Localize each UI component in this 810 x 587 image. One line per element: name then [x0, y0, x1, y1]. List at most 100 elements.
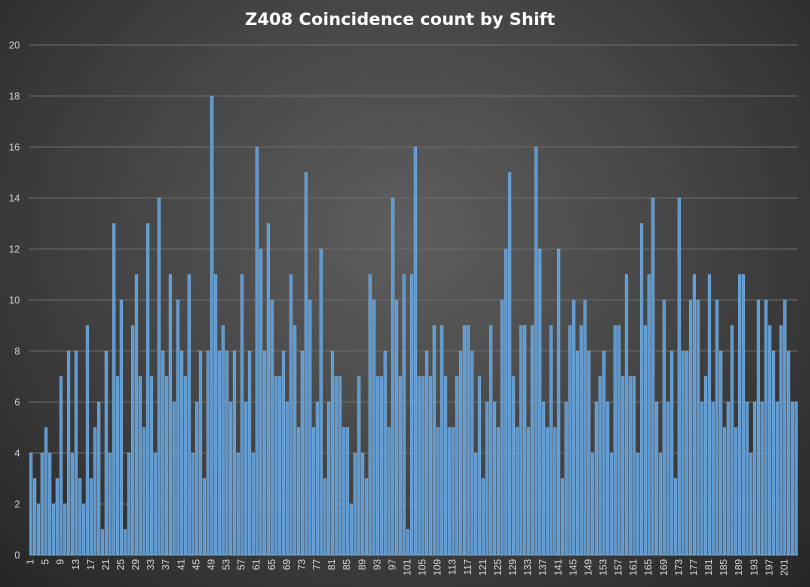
x-tick-label: 73: [297, 559, 308, 571]
bar: [541, 401, 546, 556]
bar: [704, 376, 708, 556]
chart-title: Z408 Coincidence count by Shift: [245, 10, 555, 30]
x-tick-label: 29: [131, 559, 142, 571]
bar: [40, 452, 44, 556]
bar: [270, 299, 274, 556]
bar: [51, 503, 56, 556]
bar: [440, 325, 444, 556]
bar: [707, 274, 711, 556]
bar: [402, 274, 406, 556]
bar: [670, 350, 674, 556]
bar: [353, 452, 357, 556]
bar: [410, 274, 414, 556]
x-tick-label: 193: [749, 559, 760, 576]
bar: [323, 478, 327, 556]
bar: [342, 427, 346, 556]
x-tick-label: 13: [71, 559, 82, 571]
x-tick-label: 9: [56, 559, 67, 565]
bar: [500, 299, 504, 556]
bar: [474, 452, 478, 556]
x-tick-label: 189: [734, 559, 745, 576]
bar: [636, 452, 640, 556]
bar: [594, 401, 598, 556]
x-tick-label: 5: [41, 559, 52, 565]
bar: [225, 350, 229, 556]
x-tick-label: 37: [161, 559, 172, 571]
bar: [134, 274, 138, 556]
bar: [48, 452, 52, 556]
bar: [123, 529, 127, 556]
bar: [161, 350, 165, 556]
bar: [496, 427, 500, 556]
x-tick-label: 133: [523, 559, 534, 576]
bar: [447, 427, 451, 556]
bar: [293, 325, 297, 556]
bar: [138, 376, 142, 556]
bar: [783, 299, 787, 556]
bar: [609, 452, 613, 556]
y-tick-label: 0: [14, 551, 20, 562]
bar: [451, 427, 455, 556]
x-tick-label: 201: [779, 559, 790, 576]
bar: [304, 172, 308, 556]
bar: [398, 376, 402, 556]
bar: [93, 427, 97, 556]
bar: [319, 248, 323, 556]
bar: [183, 376, 187, 556]
bar: [413, 146, 417, 556]
bar: [651, 197, 655, 556]
bar: [640, 223, 644, 556]
bar: [530, 325, 534, 556]
bar: [263, 350, 267, 556]
bar: [180, 350, 184, 556]
bar: [383, 350, 387, 556]
x-tick-label: 129: [508, 559, 519, 576]
bar: [553, 427, 557, 556]
x-tick-label: 125: [493, 559, 504, 576]
bar: [658, 452, 662, 556]
x-tick-label: 141: [553, 559, 564, 576]
bar: [560, 478, 564, 556]
bar: [775, 401, 779, 556]
bar: [489, 325, 493, 556]
bar: [195, 401, 199, 556]
bar: [587, 350, 591, 556]
bar: [602, 350, 606, 556]
y-tick-label: 12: [9, 245, 21, 256]
x-tick-label: 197: [764, 559, 775, 576]
bar: [165, 376, 169, 556]
bar: [44, 427, 48, 556]
bar: [379, 376, 384, 556]
bar: [387, 427, 391, 556]
x-tick-label: 105: [418, 559, 429, 576]
bar: [477, 376, 482, 556]
x-tick-label: 89: [357, 559, 368, 571]
bar: [244, 401, 248, 556]
bar: [779, 325, 783, 556]
x-tick-label: 49: [206, 559, 217, 571]
bar: [741, 274, 745, 556]
bar: [459, 350, 463, 556]
x-tick-label: 185: [719, 559, 730, 576]
x-tick-label: 169: [659, 559, 670, 576]
x-tick-label: 153: [599, 559, 610, 576]
bar: [462, 325, 466, 556]
bar: [549, 325, 553, 556]
bar: [116, 376, 120, 556]
bar: [153, 452, 157, 556]
bar: [692, 274, 696, 556]
bar: [756, 299, 760, 556]
bar: [790, 401, 794, 556]
bar: [349, 503, 353, 556]
y-tick-label: 8: [14, 347, 20, 358]
bar: [787, 350, 791, 556]
y-tick-label: 16: [9, 143, 21, 154]
bar: [455, 376, 459, 556]
bar: [624, 274, 629, 556]
bar: [771, 350, 776, 556]
bar: [738, 274, 742, 556]
x-tick-label: 69: [282, 559, 293, 571]
bar: [662, 299, 666, 556]
bar: [187, 274, 191, 556]
